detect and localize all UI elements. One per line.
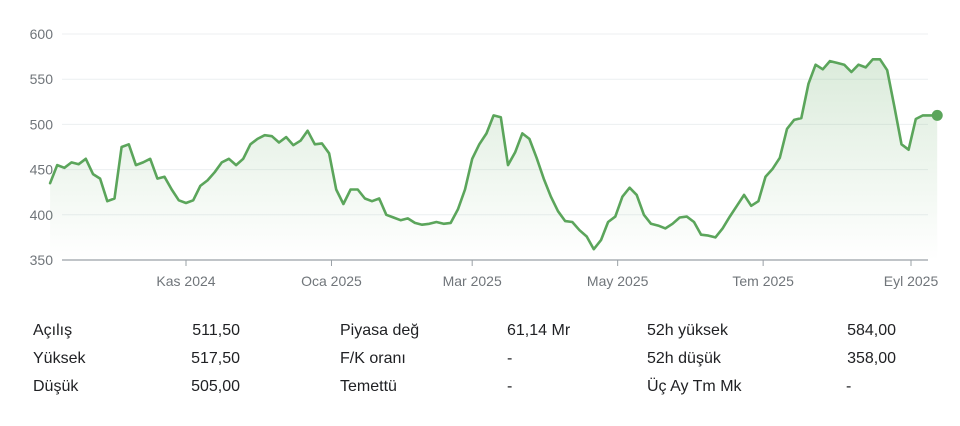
y-tick-label: 450 [30,162,54,178]
stat-label-52w-high: 52h yüksek [647,322,728,339]
x-tick-label: May 2025 [587,273,649,289]
price-line [48,58,939,251]
price-area-fill [50,59,938,260]
stat-label-market-cap: Piyasa değ [340,322,420,339]
x-tick-label: Oca 2025 [301,273,362,289]
y-tick-label: 600 [30,26,54,42]
stat-value-dividend: - [507,378,513,395]
x-tick-label: Tem 2025 [732,273,794,289]
stat-value-market-cap: 61,14 Mr [507,322,571,339]
stat-label-52w-low: 52h düşük [647,350,721,367]
stat-value-high: 517,50 [191,350,240,367]
stat-label-dividend: Temettü [340,378,397,395]
last-price-marker[interactable] [931,109,943,121]
y-axis-ticks: 350 400 450 500 550 600 [30,26,54,268]
stat-label-open: Açılış [33,322,73,339]
stat-label-low: Düşük [33,378,79,395]
x-axis-ticks: Kas 2024 Oca 2025 Mar 2025 May 2025 Tem 2025… [156,260,938,289]
stat-value-3m-avg: - [846,378,852,395]
stat-value-open: 511,50 [192,322,240,339]
stat-value-pe-ratio: - [507,350,513,367]
stat-label-high: Yüksek [33,350,86,367]
stat-value-low: 505,00 [191,378,240,395]
price-chart[interactable]: 350 400 450 500 550 600 Kas 2024 Oca 2025 Mar 2… [0,0,960,300]
x-tick-label: Kas 2024 [156,273,215,289]
stat-value-52w-high: 584,00 [847,322,896,339]
x-tick-label: Eyl 2025 [884,273,939,289]
y-tick-label: 350 [30,252,54,268]
y-tick-label: 400 [30,207,54,223]
x-tick-label: Mar 2025 [443,273,502,289]
stat-value-52w-low: 358,00 [847,350,896,367]
stat-label-3m-avg: Üç Ay Tm Mk [647,378,742,395]
y-tick-label: 500 [30,116,54,132]
stat-label-pe-ratio: F/K oranı [340,350,406,367]
y-tick-label: 550 [30,71,54,87]
